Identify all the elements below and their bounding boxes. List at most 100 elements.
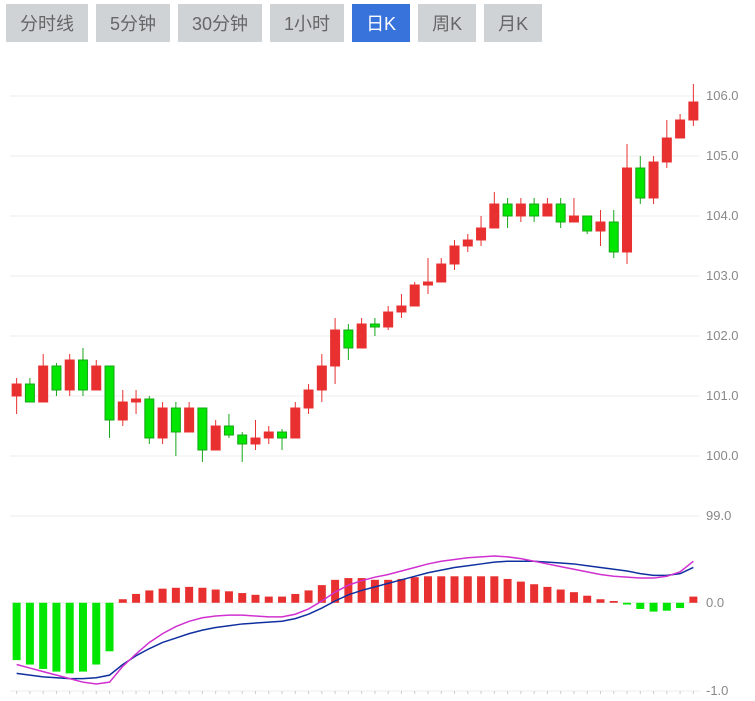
candle xyxy=(304,390,313,408)
y-axis-label: 106.0 xyxy=(706,88,739,103)
y-axis-label: 105.0 xyxy=(706,148,739,163)
macd-dif-line xyxy=(17,556,694,684)
macd-bar xyxy=(570,592,578,603)
candle xyxy=(649,162,658,198)
y-axis-label: 99.0 xyxy=(706,508,731,523)
macd-bar xyxy=(344,578,352,603)
macd-y-label: 0.0 xyxy=(706,595,724,610)
macd-dea-line xyxy=(17,561,694,678)
macd-chart: 0.0 -1.0 xyxy=(0,536,755,701)
macd-bar xyxy=(251,595,259,603)
macd-bar xyxy=(504,579,512,603)
macd-bar xyxy=(79,603,87,672)
candle xyxy=(238,435,247,444)
macd-bar xyxy=(52,603,60,672)
y-axis-label: 101.0 xyxy=(706,388,739,403)
macd-bar xyxy=(411,577,419,603)
macd-y-label: -1.0 xyxy=(706,683,728,698)
candle xyxy=(503,204,512,216)
candle xyxy=(384,312,393,327)
macd-bar xyxy=(132,594,140,603)
timeframe-tab-6[interactable]: 月K xyxy=(484,4,542,42)
macd-bar xyxy=(145,590,153,602)
candle xyxy=(78,360,87,390)
candle xyxy=(278,432,287,438)
candle xyxy=(530,204,539,216)
candle xyxy=(623,168,632,252)
candle xyxy=(317,366,326,390)
candle xyxy=(490,204,499,228)
candle xyxy=(224,426,233,435)
macd-bar xyxy=(610,601,618,603)
candle xyxy=(25,384,34,402)
macd-bar xyxy=(424,576,432,602)
candle xyxy=(171,408,180,432)
timeframe-tab-1[interactable]: 5分钟 xyxy=(96,4,170,42)
macd-bar xyxy=(477,576,485,602)
macd-bar xyxy=(106,603,114,652)
candle xyxy=(198,408,207,450)
timeframe-tab-5[interactable]: 周K xyxy=(418,4,476,42)
candle xyxy=(569,216,578,222)
macd-bar xyxy=(265,597,273,603)
candle xyxy=(251,438,260,444)
macd-bar xyxy=(13,603,21,660)
macd-bar xyxy=(663,603,671,611)
macd-bar xyxy=(119,599,127,603)
macd-bar xyxy=(451,576,459,602)
macd-bar xyxy=(543,587,551,603)
candle xyxy=(118,402,127,420)
y-axis-label: 103.0 xyxy=(706,268,739,283)
macd-bar xyxy=(397,579,405,603)
macd-bar xyxy=(689,597,697,603)
macd-bar xyxy=(212,590,220,603)
candle xyxy=(477,228,486,240)
timeframe-tab-4[interactable]: 日K xyxy=(352,4,410,42)
macd-bar xyxy=(371,580,379,603)
timeframe-tabs: 分时线5分钟30分钟1小时日K周K月K xyxy=(0,0,755,46)
macd-bar xyxy=(238,593,246,603)
candle xyxy=(264,432,273,438)
macd-bar xyxy=(92,603,100,665)
candle xyxy=(423,282,432,285)
timeframe-tab-0[interactable]: 分时线 xyxy=(6,4,88,42)
candle xyxy=(609,222,618,252)
macd-bar xyxy=(676,603,684,608)
candle xyxy=(543,204,552,216)
macd-bar xyxy=(172,588,180,603)
candlestick-chart: 99.0 100.0 101.0 102.0 103.0 104.0 105.0 106.0 xyxy=(0,46,755,536)
timeframe-tab-2[interactable]: 30分钟 xyxy=(178,4,262,42)
candle xyxy=(145,399,154,438)
macd-bar xyxy=(66,603,74,674)
macd-bar xyxy=(636,603,644,609)
candle xyxy=(516,204,525,216)
candle xyxy=(437,264,446,282)
candle xyxy=(556,204,565,222)
macd-bar xyxy=(291,594,299,603)
candle xyxy=(662,138,671,162)
candle xyxy=(357,324,366,348)
candle xyxy=(211,426,220,450)
macd-bar xyxy=(583,596,591,603)
macd-bar xyxy=(530,584,538,603)
candle xyxy=(689,102,698,120)
macd-bar xyxy=(596,599,604,603)
y-axis-label: 100.0 xyxy=(706,448,739,463)
macd-bar xyxy=(278,597,286,603)
macd-bar xyxy=(305,590,313,602)
candle xyxy=(158,408,167,438)
candle xyxy=(185,408,194,432)
macd-bar xyxy=(39,603,47,669)
candle xyxy=(344,330,353,348)
candle xyxy=(397,306,406,312)
macd-bar xyxy=(650,603,658,612)
macd-bar xyxy=(225,591,233,602)
y-axis-label: 104.0 xyxy=(706,208,739,223)
candle xyxy=(450,246,459,264)
candle xyxy=(410,285,419,306)
timeframe-tab-3[interactable]: 1小时 xyxy=(270,4,344,42)
candle xyxy=(132,399,141,402)
macd-bar xyxy=(26,603,34,665)
y-axis-label: 102.0 xyxy=(706,328,739,343)
candle xyxy=(39,366,48,402)
